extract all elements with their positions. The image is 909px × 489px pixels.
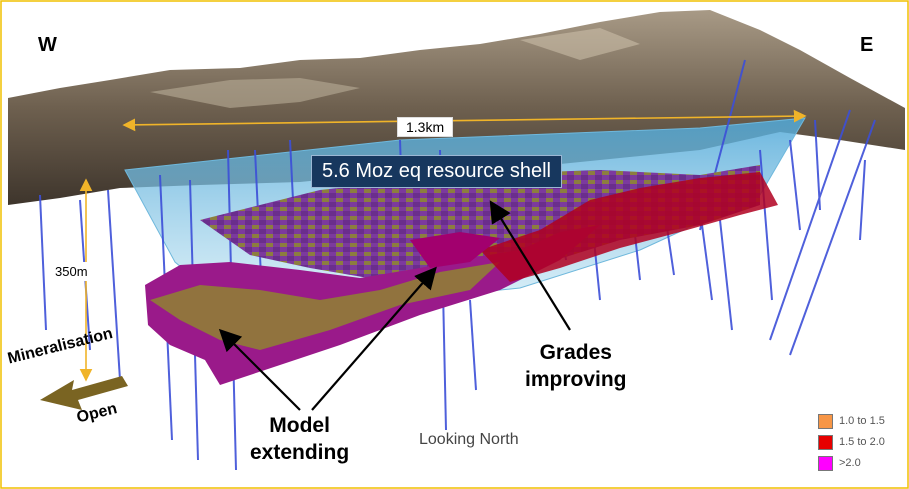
legend-swatch	[818, 434, 833, 450]
block-lower-olive	[150, 262, 500, 350]
width-dimension-label: 1.3km	[397, 117, 454, 137]
model-extending-callout: Model extending	[250, 412, 349, 466]
terrain-highlight	[520, 28, 640, 60]
legend-swatch	[818, 413, 833, 429]
grades-improving-callout: Grades improving	[525, 339, 627, 393]
legend-label: 1.0 to 1.5	[839, 415, 885, 427]
legend-label: >2.0	[839, 457, 861, 469]
arrow-left-down-icon	[40, 376, 128, 410]
legend-item: 1.0 to 1.5	[818, 412, 885, 430]
width-dimension-arrow	[122, 109, 807, 132]
resource-shell-label: 5.6 Moz eq resource shell	[311, 155, 563, 188]
block-red-right	[480, 172, 778, 282]
legend-item: 1.5 to 2.0	[818, 433, 885, 451]
compass-west-label: W	[38, 34, 57, 56]
legend-swatch	[818, 455, 833, 471]
model-line-1: Model	[269, 414, 330, 437]
terrain-surface	[8, 10, 905, 205]
grades-line-1: Grades	[539, 341, 612, 364]
terrain-highlight	[150, 78, 360, 108]
grade-legend: 1.0 to 1.5 1.5 to 2.0 >2.0	[818, 412, 885, 475]
block-magenta-core	[410, 232, 500, 268]
model-callout-arrow-right	[311, 266, 437, 411]
grades-line-2: improving	[525, 368, 627, 391]
model-line-2: extending	[250, 441, 350, 464]
grades-callout-arrow	[489, 200, 571, 331]
depth-dimension-label: 350m	[51, 262, 92, 281]
compass-east-label: E	[860, 34, 874, 56]
view-direction-label: Looking North	[419, 431, 519, 448]
legend-label: 1.5 to 2.0	[839, 436, 885, 448]
model-callout-arrow-left	[218, 328, 301, 411]
block-model	[145, 165, 778, 385]
legend-item: >2.0	[818, 454, 885, 472]
